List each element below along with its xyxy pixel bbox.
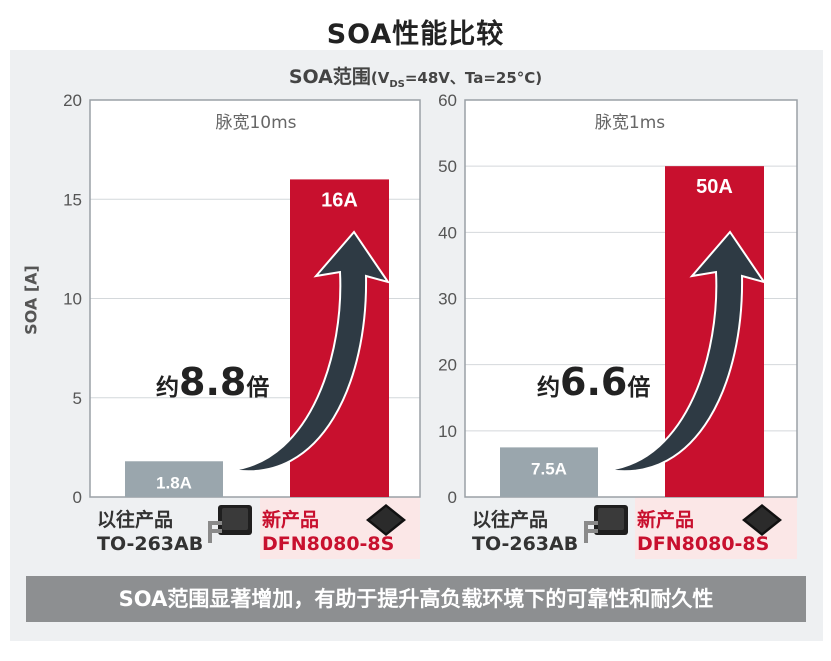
bar-old-product bbox=[125, 461, 223, 497]
old-product-label-left: 以往产品 TO-263AB bbox=[97, 509, 204, 555]
chart-title-1ms: 脉宽1ms bbox=[594, 113, 666, 133]
bar-value-label: 1.8A bbox=[156, 473, 192, 492]
dfn8080-package-icon bbox=[366, 504, 406, 536]
y-tick-label: 60 bbox=[438, 91, 457, 110]
old-product-label-right: 以往产品 TO-263AB bbox=[472, 509, 579, 555]
y-tick-label: 10 bbox=[63, 290, 82, 309]
y-tick-label: 20 bbox=[63, 91, 82, 110]
bar-old-product bbox=[500, 447, 598, 497]
y-tick-label: 30 bbox=[438, 290, 457, 309]
bar-value-label: 50A bbox=[696, 176, 733, 198]
plot-frame bbox=[464, 99, 798, 498]
y-tick-label: 0 bbox=[73, 488, 82, 507]
to-263ab-package-icon bbox=[584, 505, 628, 543]
ratio-callout-10ms: 约8.8倍 bbox=[156, 360, 270, 404]
new-product-label-right: 新产品 DFN8080-8S bbox=[637, 509, 770, 555]
chart-subtitle: SOA范围(VDS=48V、Ta=25°C) bbox=[0, 62, 831, 90]
to-263ab-package-icon bbox=[208, 505, 252, 543]
page-title: SOA性能比较 bbox=[326, 19, 505, 50]
growth-arrow bbox=[231, 230, 391, 473]
y-tick-label: 0 bbox=[448, 488, 457, 507]
y-tick-label: 10 bbox=[438, 422, 457, 441]
chart-title-10ms: 脉宽10ms bbox=[215, 113, 297, 133]
y-tick-label: 15 bbox=[63, 190, 82, 209]
y-tick-label: 20 bbox=[438, 356, 457, 375]
new-product-label-left: 新产品 DFN8080-8S bbox=[262, 509, 395, 555]
y-tick-label: 5 bbox=[73, 389, 82, 408]
y-tick-label: 50 bbox=[438, 157, 457, 176]
plot-frame bbox=[89, 99, 421, 498]
growth-arrow bbox=[607, 230, 767, 473]
subtitle-condition: (VDS=48V、Ta=25°C) bbox=[370, 69, 543, 90]
conclusion-banner: SOA范围显著增加，有助于提升高负载环境下的可靠性和耐久性 bbox=[26, 576, 806, 622]
y-tick-label: 40 bbox=[438, 223, 457, 242]
bar-value-label: 16A bbox=[321, 189, 358, 211]
subtitle-main: SOA范围 bbox=[288, 66, 371, 88]
bar-value-label: 7.5A bbox=[531, 459, 567, 478]
ratio-callout-1ms: 约6.6倍 bbox=[537, 360, 651, 404]
dfn8080-package-icon bbox=[742, 504, 782, 536]
y-axis-label: SOA [A] bbox=[21, 265, 41, 335]
